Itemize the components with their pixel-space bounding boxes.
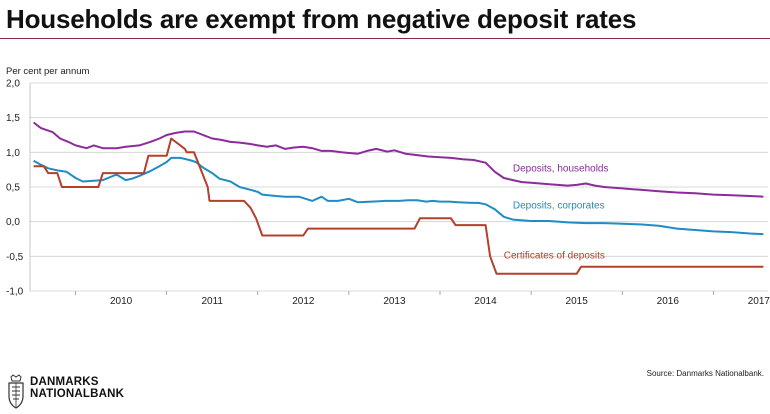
title-divider (0, 38, 770, 39)
x-tick-label: 2014 (474, 296, 497, 306)
x-tick-label: 2017 (748, 296, 770, 306)
x-tick-label: 2013 (383, 296, 406, 306)
y-axis-label: Per cent per annum (6, 66, 90, 77)
y-tick-label: -0,5 (6, 252, 24, 263)
y-tick-label: -1,0 (6, 287, 24, 298)
y-tick-label: 2,0 (6, 79, 20, 90)
series-labels: Deposits, households Deposits, corporates… (504, 164, 609, 262)
series-label: Deposits, corporates (513, 200, 605, 211)
series-line (32, 121, 764, 198)
y-tick-label: 0,5 (6, 183, 20, 194)
series-label: Deposits, households (513, 164, 609, 175)
x-tick-label: 2010 (110, 296, 133, 306)
page-title: Households are exempt from negative depo… (6, 4, 637, 34)
line-chart: Per cent per annum 2,0 1,5 1,0 0,5 0,0 -0,5 -1… (6, 66, 770, 306)
y-tick-label: 0,0 (6, 217, 20, 228)
series-line (33, 156, 764, 236)
logo-line-1: DANMARKS (30, 376, 99, 388)
y-tick-label: 1,5 (6, 113, 20, 124)
x-tick-label: 2015 (566, 296, 589, 306)
danmarks-nationalbank-logo: DANMARKS NATIONALBANK (6, 374, 196, 414)
y-tick-labels: 2,0 1,5 1,0 0,5 0,0 -0,5 -1,0 (6, 79, 24, 298)
source-note: Source: Danmarks Nationalbank. (646, 369, 764, 378)
series-line (33, 137, 764, 275)
x-tick-label: 2011 (201, 296, 223, 306)
y-tick-label: 1,0 (6, 148, 20, 159)
x-tick-label: 2012 (292, 296, 315, 306)
crest-icon (8, 374, 24, 409)
x-tick-labels: 2010 2011 2012 2013 2014 2015 2016 2017 (110, 296, 770, 306)
logo-line-2: NATIONALBANK (30, 388, 125, 400)
x-tick-label: 2016 (657, 296, 680, 306)
series-label: Certificates of deposits (504, 250, 605, 261)
series-lines (32, 121, 764, 275)
gridlines (29, 82, 768, 295)
